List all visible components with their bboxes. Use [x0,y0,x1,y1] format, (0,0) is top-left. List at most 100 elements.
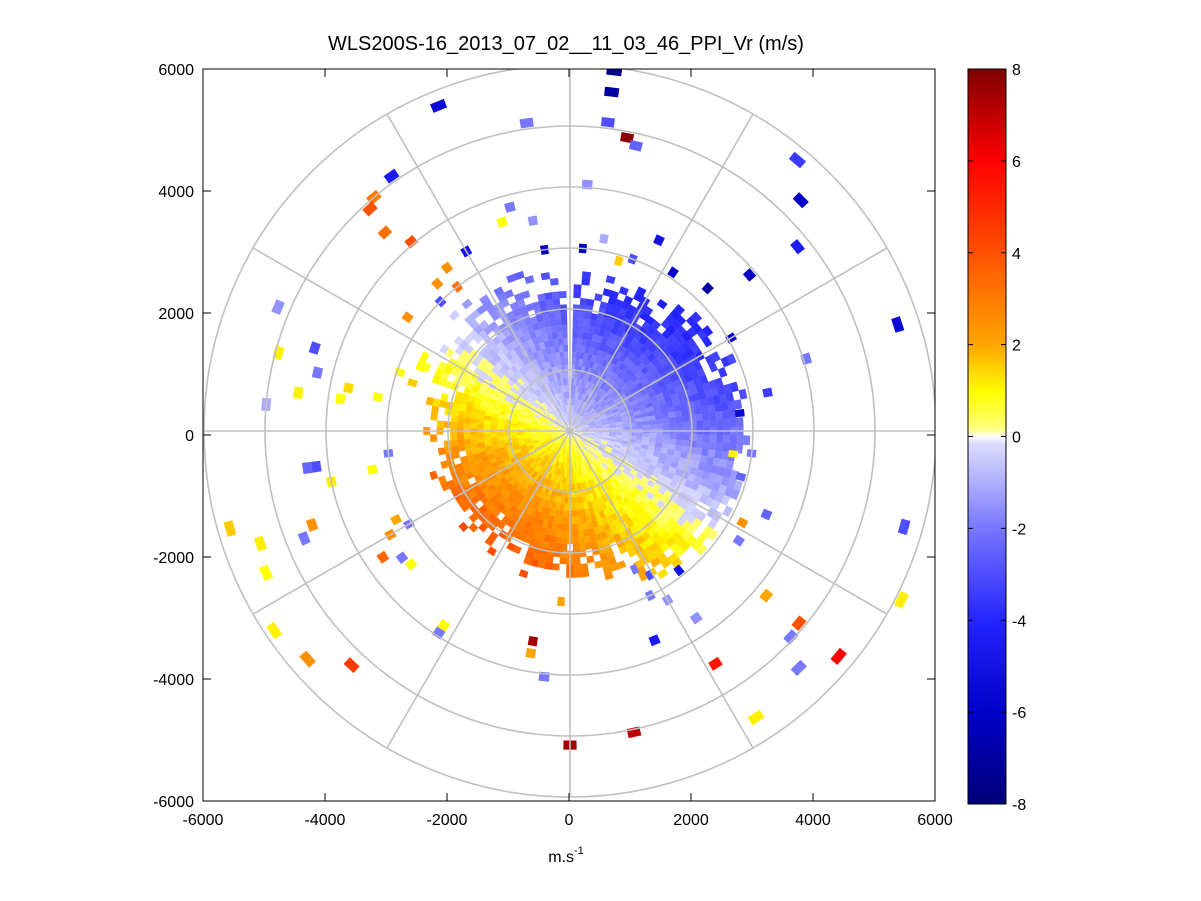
core-gate [530,427,538,431]
core-gate [598,444,606,450]
core-gate [654,442,663,449]
core-gate [583,395,589,403]
core-gate [675,345,686,356]
core-gate [513,408,522,414]
core-gate [641,440,649,446]
core-gate [583,352,589,361]
core-gate [670,319,682,331]
core-gate [549,508,556,516]
core-gate [715,410,724,420]
core-gate [607,454,616,461]
core-gate [561,421,567,427]
core-gate [432,398,441,407]
core-gate [535,365,542,373]
scatter-gate [311,460,322,473]
core-gate [660,532,672,543]
core-gate [607,296,617,306]
core-gate [520,394,529,402]
scatter-gate [760,508,773,521]
core-gate [618,408,627,414]
core-gate [545,422,552,426]
core-gate [615,476,623,484]
core-gate [532,441,540,447]
core-gate [524,275,535,284]
core-gate [613,320,622,329]
core-gate [581,359,588,367]
core-gate [556,393,561,401]
x-axis-label-exponent: -1 [574,845,584,857]
core-gate [526,444,534,449]
core-gate [642,432,650,438]
core-gate [588,423,596,427]
core-gate [514,380,523,389]
core-gate [589,409,596,416]
scatter-gate [732,534,745,547]
core-gate [550,413,557,419]
core-gate [490,393,499,401]
core-gate [499,486,508,496]
core-gate [496,341,506,351]
core-gate [579,549,587,558]
core-gate [517,494,526,503]
core-gate [540,403,547,410]
core-gate [575,432,583,434]
core-gate [578,400,583,408]
core-gate [690,507,701,519]
core-gate [531,392,539,400]
core-gate [593,440,601,446]
core-gate [577,455,581,463]
core-gate [571,371,575,379]
core-gate [512,445,521,451]
core-gate [701,470,711,481]
core-gate [537,435,545,439]
core-gate [546,332,554,341]
core-gate [505,334,515,344]
core-gate [551,434,559,438]
core-gate [574,442,578,450]
core-gate [622,386,631,394]
core-gate [563,344,568,352]
core-gate [470,423,478,429]
core-gate [640,412,649,418]
core-gate [627,482,636,491]
core-gate [573,304,581,312]
core-gate [528,385,536,393]
core-gate [725,460,735,471]
core-gate [609,431,617,435]
core-gate [572,317,579,325]
core-gate [541,453,548,460]
core-gate [624,389,633,397]
core-gate [465,471,475,480]
core-gate [630,498,639,507]
core-gate [533,472,541,481]
core-gate [524,401,533,408]
core-gate [461,393,470,401]
core-gate [595,434,603,437]
core-gate [572,510,577,518]
core-gate [541,392,548,400]
core-gate [665,400,674,408]
core-gate [583,444,589,450]
core-gate [506,310,516,320]
core-gate [562,523,568,531]
core-gate [519,375,528,384]
core-gate [598,365,605,373]
core-gate [561,537,568,545]
core-gate [581,434,589,438]
core-gate [517,359,526,368]
core-gate [583,412,589,418]
core-gate [722,505,733,518]
core-gate [630,515,639,525]
core-gate [645,491,655,501]
core-gate [662,438,670,445]
core-gate [572,391,576,399]
core-gate [691,393,700,402]
core-gate [608,438,616,442]
core-gate [665,314,676,325]
core-gate [635,439,643,445]
core-gate [490,424,498,430]
core-gate [580,563,589,571]
core-gate [549,414,556,420]
core-gate [550,480,556,489]
core-gate [592,415,600,420]
